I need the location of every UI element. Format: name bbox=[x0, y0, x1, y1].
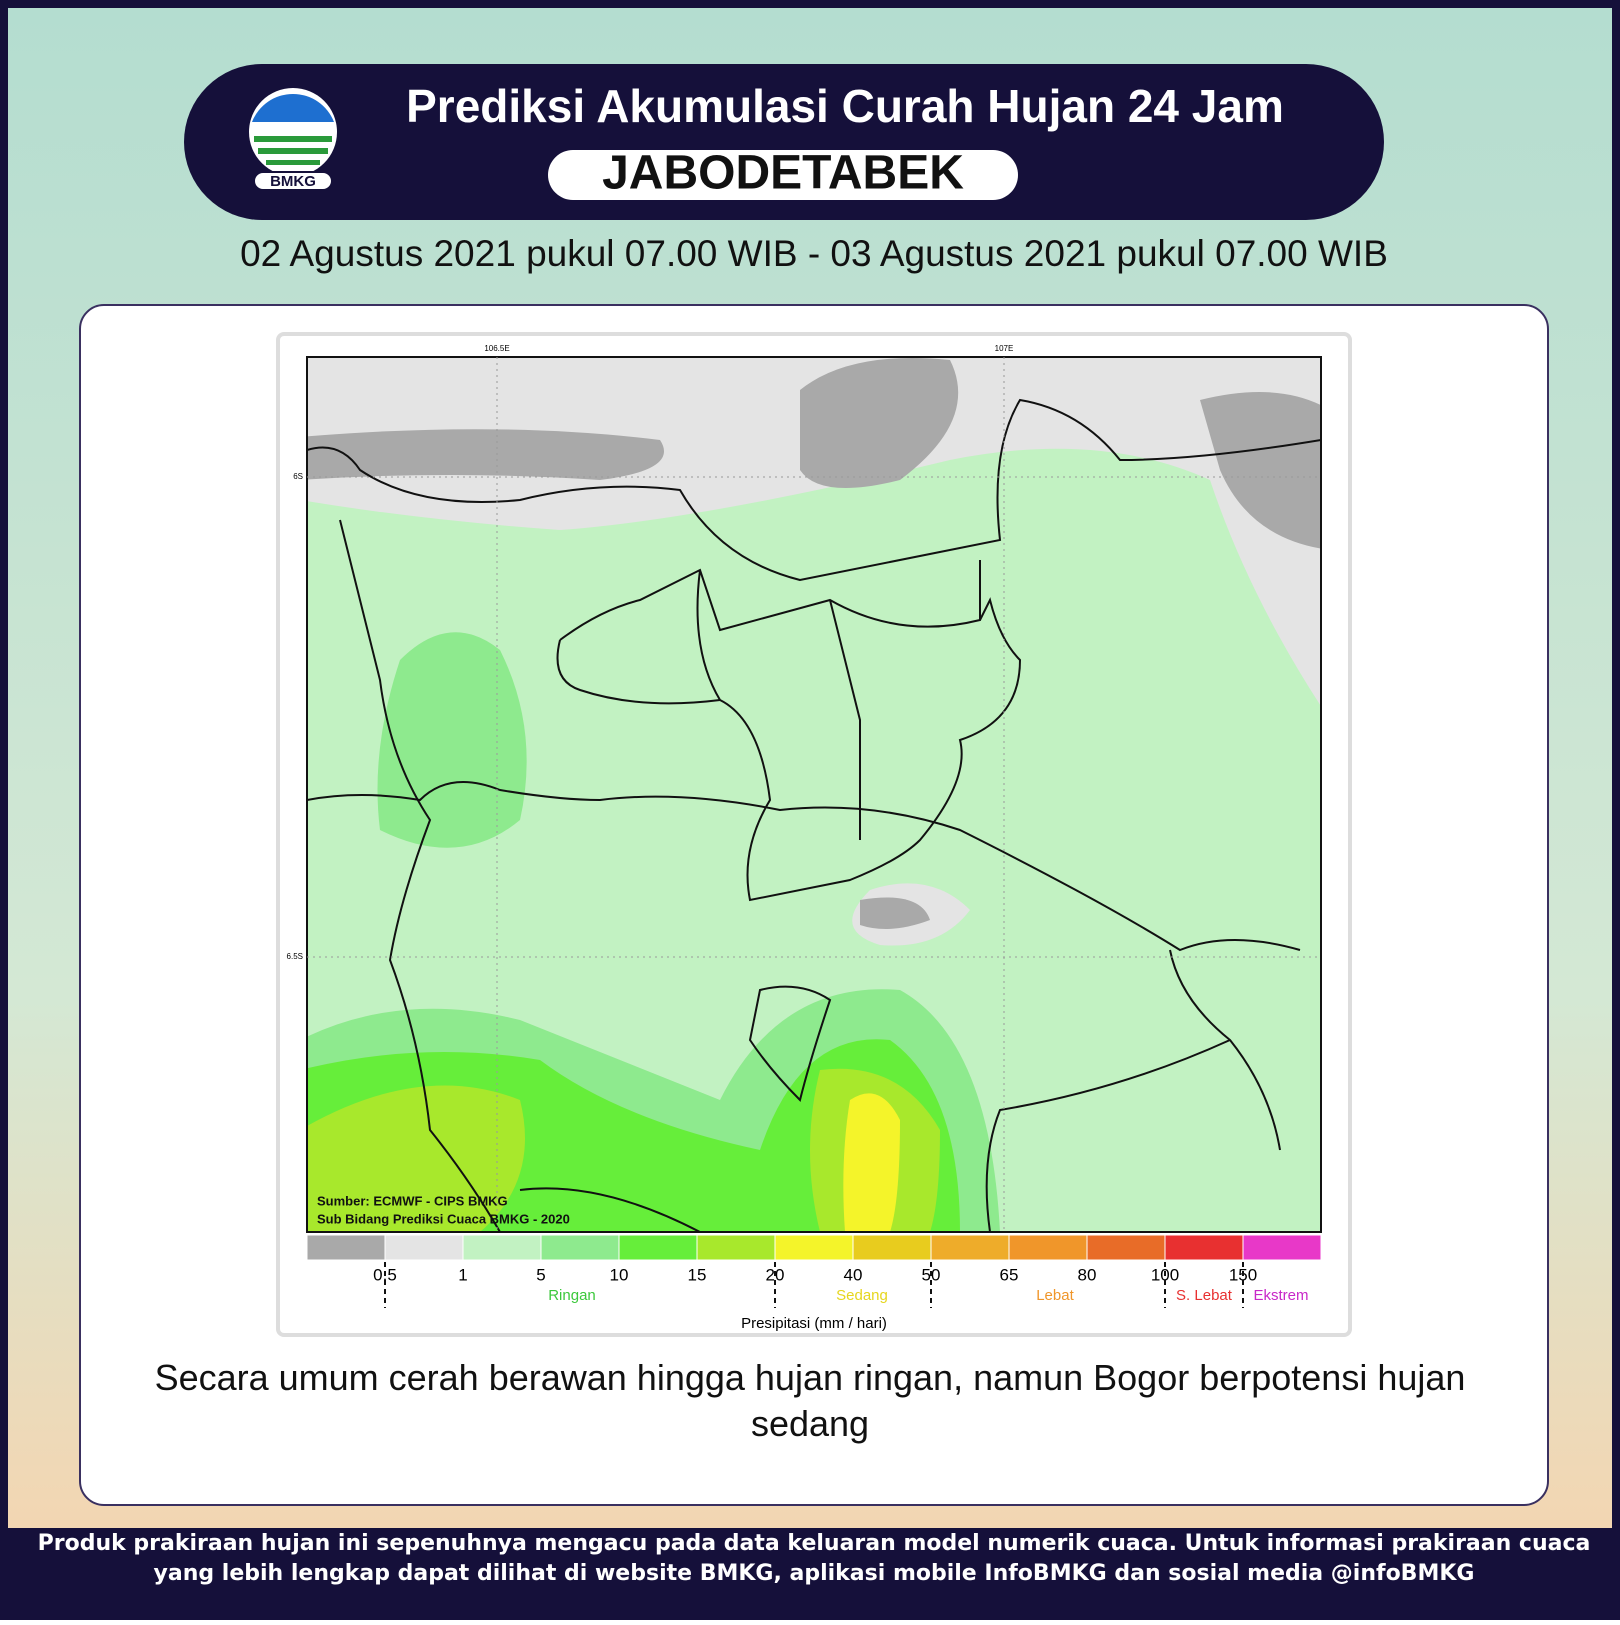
class-label: S. Lebat bbox=[1176, 1287, 1233, 1304]
lat-label: 6.5S bbox=[287, 952, 303, 961]
lon-label: 106.5E bbox=[484, 344, 509, 353]
region-pill bbox=[548, 150, 1018, 200]
legend-swatch bbox=[1086, 1234, 1166, 1261]
legend-swatch bbox=[930, 1234, 1010, 1261]
legend-tick: 80 bbox=[1078, 1265, 1097, 1284]
footer-text: Produk prakiraan hujan ini sepenuhnya me… bbox=[38, 1531, 1591, 1556]
logo: BMKG bbox=[249, 88, 337, 191]
class-label: Ringan bbox=[548, 1287, 596, 1304]
legend-tick: 15 bbox=[688, 1265, 707, 1284]
header-pill bbox=[184, 64, 1384, 220]
source-text: Sub Bidang Prediksi Cuaca BMKG - 2020 bbox=[317, 1211, 570, 1226]
class-label: Sedang bbox=[836, 1287, 888, 1304]
footer-text: yang lebih lengkap dapat dilihat di webs… bbox=[154, 1561, 1475, 1586]
legend-swatch bbox=[774, 1234, 854, 1261]
summary: Secara umum cerah berawan hingga hujan r… bbox=[154, 1357, 1466, 1444]
legend-swatch bbox=[306, 1234, 386, 1261]
class-label: Lebat bbox=[1036, 1287, 1074, 1304]
legend-swatch bbox=[852, 1234, 932, 1261]
legend-tick: 40 bbox=[844, 1265, 863, 1284]
title: Prediksi Akumulasi Curah Hujan 24 Jam bbox=[406, 80, 1284, 132]
legend-swatch bbox=[1242, 1234, 1322, 1261]
legend-tick: 65 bbox=[1000, 1265, 1019, 1284]
legend-swatch bbox=[540, 1234, 620, 1261]
legend-swatch bbox=[1164, 1234, 1244, 1261]
legend-tick: 10 bbox=[610, 1265, 629, 1284]
class-label: Ekstrem bbox=[1253, 1287, 1308, 1304]
logo-text: BMKG bbox=[270, 173, 316, 190]
lon-label: 107E bbox=[995, 344, 1014, 353]
region: JABODETABEK bbox=[602, 147, 964, 200]
lat-label: 6S bbox=[293, 472, 303, 481]
source-text: Sumber: ECMWF - CIPS BMKG bbox=[317, 1193, 508, 1208]
period: 02 Agustus 2021 pukul 07.00 WIB - 03 Agu… bbox=[240, 233, 1388, 274]
legend-tick: 5 bbox=[536, 1265, 545, 1284]
map: 106.5E 107E 6S 6.5S Sumber: ECMWF - CIPS… bbox=[287, 344, 1322, 1233]
legend-axis-title: Presipitasi (mm / hari) bbox=[741, 1315, 887, 1332]
legend-swatch bbox=[462, 1234, 542, 1261]
summary-box: Secara umum cerah berawan hingga hujan r… bbox=[154, 1357, 1466, 1444]
legend-swatch bbox=[696, 1234, 776, 1261]
legend-swatch bbox=[1008, 1234, 1088, 1261]
legend-swatch bbox=[384, 1234, 464, 1261]
legend-tick: 1 bbox=[458, 1265, 467, 1284]
legend-swatch bbox=[618, 1234, 698, 1261]
